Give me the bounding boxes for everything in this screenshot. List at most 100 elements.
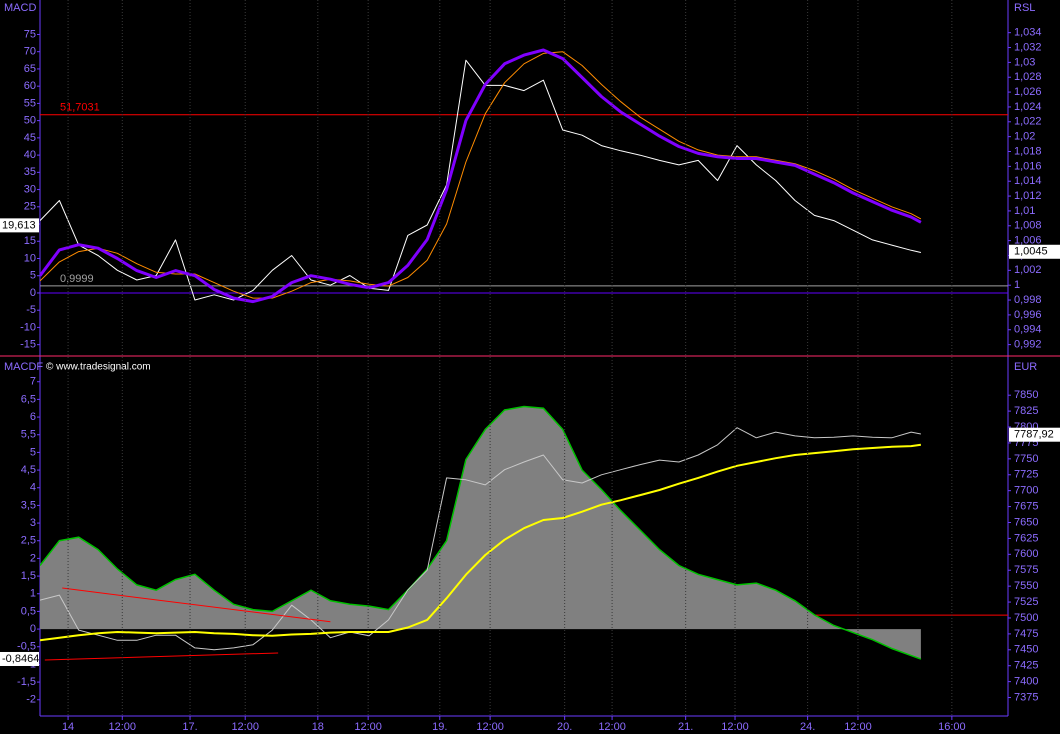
y2-tick-label: 1 <box>1014 279 1020 291</box>
y2-tick-label: 1,012 <box>1014 190 1042 202</box>
y2-tick-label: 7700 <box>1014 485 1038 497</box>
y2-tick-label: 1,014 <box>1014 175 1042 187</box>
y-tick-label: 0 <box>30 287 36 299</box>
x-tick-label: 17. <box>182 721 197 733</box>
y2-tick-label: 7575 <box>1014 564 1038 576</box>
y-tick-label: 70 <box>24 46 36 58</box>
y2-tick-label: 7450 <box>1014 644 1038 656</box>
y2-tick-label: 1,024 <box>1014 101 1042 113</box>
y2-tick-label: 7500 <box>1014 612 1038 624</box>
y-tick-label: 0,5 <box>21 605 36 617</box>
h-line-label: 0,9999 <box>60 273 94 285</box>
value-box-label: -0,8464 <box>2 653 39 665</box>
y2-tick-label: 7550 <box>1014 580 1038 592</box>
y-tick-label: 5,5 <box>21 429 36 441</box>
y2-tick-label: 0,998 <box>1014 294 1042 306</box>
y2-tick-label: 1,03 <box>1014 56 1035 68</box>
x-tick-label: 14 <box>62 721 74 733</box>
y2-tick-label: 1,02 <box>1014 131 1035 143</box>
axis-title: EUR <box>1014 361 1037 373</box>
plot-area: 51,7031 0,9999 <box>40 48 1008 304</box>
trend-line <box>62 587 331 623</box>
y-tick-label: 40 <box>24 149 36 161</box>
area-edge <box>40 405 922 660</box>
x-tick-label: 12:00 <box>231 721 259 733</box>
y2-tick-label: 1,006 <box>1014 235 1042 247</box>
y-tick-label: 4,5 <box>21 464 36 476</box>
x-tick-label: 12:00 <box>109 721 137 733</box>
y2-tick-label: 7525 <box>1014 596 1038 608</box>
x-tick-label: 12:00 <box>476 721 504 733</box>
y-tick-label: 2 <box>30 552 36 564</box>
y2-tick-label: 1,002 <box>1014 264 1042 276</box>
y-tick-label: 25 <box>24 201 36 213</box>
y-tick-label: 10 <box>24 252 36 264</box>
y2-tick-label: 1,018 <box>1014 145 1042 157</box>
y-tick-label: 2,5 <box>21 535 36 547</box>
y-tick-label: -5 <box>26 304 36 316</box>
h-line-label: 51,7031 <box>60 102 100 114</box>
area <box>40 406 921 660</box>
x-tick-label: 18 <box>312 721 324 733</box>
y-tick-label: 1 <box>30 588 36 600</box>
y2-tick-label: 7850 <box>1014 389 1038 401</box>
value-box <box>0 218 39 233</box>
y2-tick-label: 0,994 <box>1014 324 1042 336</box>
y-tick-label: 30 <box>24 183 36 195</box>
value-box <box>1009 427 1060 442</box>
trend-line <box>44 652 279 661</box>
y2-tick-label: 7475 <box>1014 628 1038 640</box>
y-tick-label: -2 <box>26 694 36 706</box>
y2-tick-label: 7750 <box>1014 453 1038 465</box>
y2-tick-label: 7650 <box>1014 516 1038 528</box>
x-tick-label: 12:00 <box>721 721 749 733</box>
value-box-label: 7787,92 <box>1014 429 1054 441</box>
value-box-label: 1,0045 <box>1014 246 1048 258</box>
x-tick-label: 19. <box>432 721 447 733</box>
x-tick-label: 24. <box>800 721 815 733</box>
axis-title: MACDF <box>4 361 43 373</box>
y2-tick-label: 7725 <box>1014 469 1038 481</box>
y-tick-label: 4 <box>30 482 36 494</box>
y-tick-label: 55 <box>24 97 36 109</box>
y2-tick-label: 1,032 <box>1014 41 1042 53</box>
y-tick-label: 1,5 <box>21 570 36 582</box>
y-tick-label: 6 <box>30 411 36 423</box>
y-tick-label: -1,5 <box>17 676 36 688</box>
y2-tick-label: 1,022 <box>1014 116 1042 128</box>
value-box <box>0 651 39 666</box>
y-tick-label: -15 <box>20 339 36 351</box>
y-tick-label: 15 <box>24 235 36 247</box>
y2-tick-label: 0,992 <box>1014 339 1042 351</box>
y2-tick-label: 1,026 <box>1014 86 1042 98</box>
y-tick-label: 65 <box>24 63 36 75</box>
y-tick-label: 3,5 <box>21 499 36 511</box>
y2-tick-label: 1,034 <box>1014 27 1042 39</box>
x-tick-label: 21. <box>678 721 693 733</box>
line <box>40 48 922 304</box>
axis-title: RSL <box>1014 2 1035 14</box>
x-tick-label: 20. <box>557 721 572 733</box>
y2-tick-label: 0,996 <box>1014 309 1042 321</box>
y-tick-label: 75 <box>24 28 36 40</box>
y2-tick-label: 7600 <box>1014 548 1038 560</box>
y2-tick-label: 7400 <box>1014 676 1038 688</box>
y2-tick-label: 1,028 <box>1014 71 1042 83</box>
x-tick-label: 16:00 <box>938 721 966 733</box>
value-box-label: 19,613 <box>2 219 36 231</box>
y-tick-label: 45 <box>24 132 36 144</box>
y2-tick-label: 1,016 <box>1014 160 1042 172</box>
y-tick-label: 6,5 <box>21 393 36 405</box>
line <box>40 427 921 651</box>
value-box <box>1009 244 1060 259</box>
y-tick-label: 35 <box>24 166 36 178</box>
panel: 7504,4165 <box>40 405 1008 661</box>
y-tick-label: 0 <box>30 623 36 635</box>
x-tick-label: 12:00 <box>598 721 626 733</box>
y-tick-label: -0,5 <box>17 641 36 653</box>
x-tick-label: 12:00 <box>844 721 872 733</box>
y2-tick-label: 7825 <box>1014 405 1038 417</box>
x-tick-label: 12:00 <box>354 721 382 733</box>
axis-title: MACD <box>4 2 36 14</box>
